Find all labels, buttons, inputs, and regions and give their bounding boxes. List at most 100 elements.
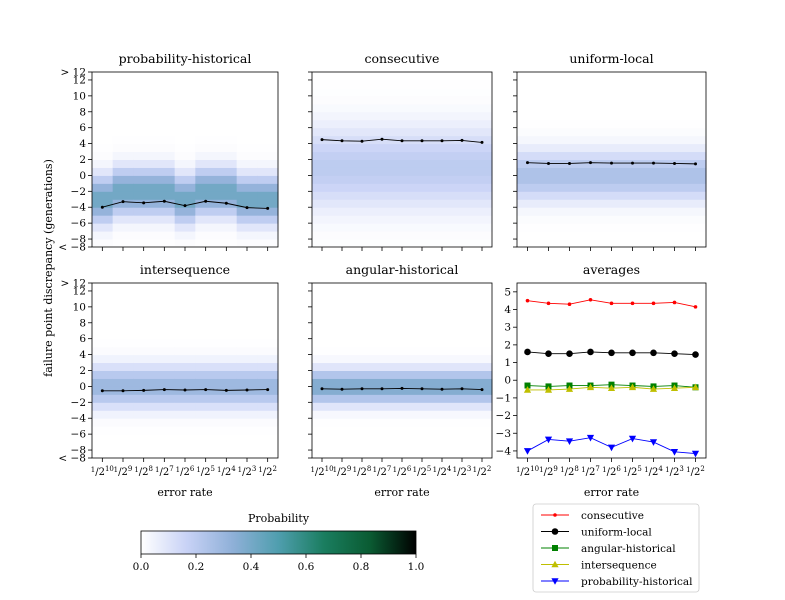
heatmap-cell	[664, 127, 686, 137]
heatmap-cell	[195, 338, 217, 348]
x-tick-label: 1/27	[581, 465, 600, 478]
x-tick-slash: /2	[457, 467, 467, 478]
heatmap-cell	[559, 223, 581, 232]
heatmap-cell	[216, 426, 238, 435]
heatmap-cell	[332, 346, 353, 356]
heatmap-cell	[133, 450, 155, 459]
heatmap-cell	[133, 283, 155, 292]
heatmap-cell	[257, 418, 279, 427]
mean-point	[480, 388, 484, 392]
heatmap-cell	[432, 370, 453, 379]
heatmap-cell	[92, 370, 114, 379]
heatmap-cell	[452, 330, 473, 340]
x-tick-num: 1	[602, 466, 606, 474]
heatmap-cell	[622, 207, 644, 216]
mean-point	[360, 387, 364, 391]
heatmap-cell	[472, 103, 493, 113]
heatmap-cell	[622, 231, 644, 240]
heatmap-cell	[580, 135, 602, 145]
data-point	[609, 301, 614, 306]
heatmap-cell	[154, 346, 176, 356]
heatmap-cell	[92, 175, 114, 184]
heatmap-cell	[236, 175, 258, 184]
heatmap-cell	[154, 239, 176, 248]
heatmap-cell	[312, 322, 333, 332]
heatmap-cell	[112, 231, 134, 240]
legend-entry: consecutive	[541, 510, 644, 522]
heatmap-cell	[601, 103, 623, 113]
heatmap-cell	[174, 346, 196, 356]
heatmap-cell	[352, 418, 373, 427]
x-tick-label: 1/22	[473, 465, 492, 478]
heatmap-cell	[412, 127, 433, 137]
heatmap-cell	[538, 175, 560, 184]
heatmap-cell	[174, 95, 196, 105]
heatmap-cell	[216, 79, 238, 89]
heatmap-cell	[643, 175, 665, 184]
heatmap-cell	[432, 426, 453, 435]
heatmap-cell	[332, 450, 353, 459]
heatmap-cell	[664, 103, 686, 113]
heatmap-cell	[559, 191, 581, 200]
heatmap-cell	[174, 127, 196, 137]
x-tick-exp: 5	[637, 465, 641, 473]
heatmap-cell	[236, 378, 258, 387]
x-tick-num: 1	[353, 466, 357, 474]
heatmap-cell	[601, 167, 623, 176]
heatmap-cell	[412, 223, 433, 232]
heatmap-cell	[432, 143, 453, 153]
y-tick-label: 2	[504, 339, 511, 351]
data-point	[651, 301, 656, 306]
heatmap-cell	[472, 87, 493, 97]
heatmap-cell	[195, 135, 217, 145]
heatmap-cell	[195, 143, 217, 153]
y-tick-label: 5	[504, 286, 511, 298]
heatmap-cell	[174, 378, 196, 387]
heatmap-cell	[372, 442, 393, 451]
heatmap-cell	[392, 183, 413, 192]
heatmap-cell	[664, 87, 686, 97]
heatmap-cell	[452, 362, 473, 371]
heatmap-cell	[664, 135, 686, 145]
heatmap-cell	[133, 103, 155, 113]
heatmap-cell	[112, 410, 134, 419]
heatmap-cell	[372, 167, 393, 176]
heatmap-cell	[195, 111, 217, 121]
heatmap-cell	[601, 199, 623, 208]
heatmap-cell	[133, 410, 155, 419]
legend-entry: angular-historical	[541, 543, 676, 555]
heatmap-cell	[432, 330, 453, 340]
x-tick-label: 1/27	[373, 465, 392, 478]
heatmap-cell	[580, 127, 602, 137]
heatmap-cell	[112, 394, 134, 403]
heatmap-cell	[257, 231, 279, 240]
heatmap-cell	[312, 330, 333, 340]
heatmap-cell	[452, 314, 473, 324]
data-point	[691, 383, 700, 391]
x-tick-num: 1	[453, 466, 457, 474]
heatmap-cell	[372, 378, 393, 387]
heatmap-cell	[472, 215, 493, 224]
heatmap-cell	[216, 450, 238, 459]
heatmap-cell	[643, 127, 665, 137]
heatmap-cell	[580, 183, 602, 192]
heatmap-cell	[472, 231, 493, 240]
heatmap-cell	[664, 175, 686, 184]
heatmap-cell	[601, 231, 623, 240]
heatmap-cell	[559, 135, 581, 145]
heatmap-cell	[257, 223, 279, 232]
colorbar-bar	[140, 530, 417, 555]
heatmap-cell	[195, 394, 217, 403]
heatmap-cell	[538, 127, 560, 137]
heatmap-cell	[112, 402, 134, 411]
heatmap-cell	[352, 175, 373, 184]
heatmap-cell	[174, 199, 196, 208]
heatmap-cell	[517, 199, 539, 208]
x-tick-exp: 7	[595, 465, 599, 473]
heatmap-cell	[312, 239, 333, 248]
heatmap-cell	[559, 183, 581, 192]
heatmap-cell	[372, 362, 393, 371]
heatmap-cell	[352, 346, 373, 356]
heatmap-cell	[472, 306, 493, 316]
heatmap-cell	[472, 191, 493, 200]
